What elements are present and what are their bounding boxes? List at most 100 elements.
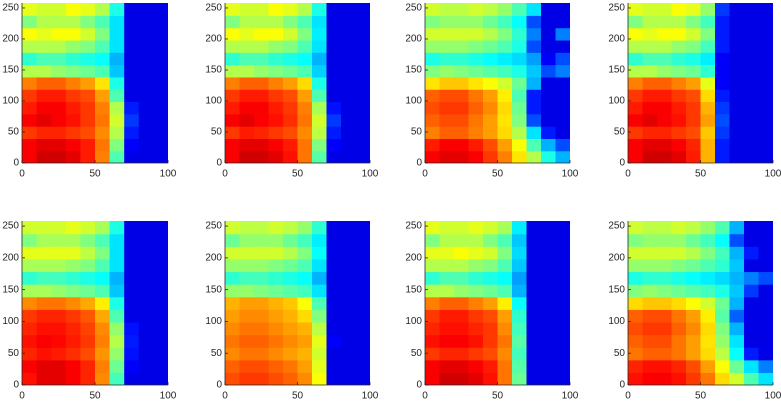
- heatmap-cell: [671, 258, 687, 273]
- y-tick-label: 100: [608, 96, 625, 107]
- heatmap-cell: [95, 246, 111, 260]
- heatmap-cell: [254, 372, 270, 385]
- heatmap-cell: [138, 296, 154, 310]
- heatmap-cell: [512, 126, 528, 139]
- heatmap-cell: [341, 372, 357, 385]
- heatmap-cell: [454, 221, 470, 235]
- heatmap-cell: [138, 334, 154, 348]
- heatmap-cell: [497, 372, 513, 385]
- heatmap-cell: [439, 27, 455, 41]
- heatmap-cell: [297, 372, 313, 385]
- heatmap-cell: [312, 89, 328, 103]
- heatmap-cell: [80, 221, 96, 235]
- heatmap-cell: [51, 221, 67, 235]
- heatmap-cell: [124, 233, 140, 247]
- heatmap-cell: [254, 89, 270, 103]
- heatmap-cell: [51, 113, 67, 127]
- x-tick-label: 100: [765, 391, 781, 401]
- heatmap-cell: [341, 258, 357, 273]
- heatmap-cell: [268, 126, 284, 139]
- heatmap-cell: [80, 52, 96, 66]
- heatmap-cell: [326, 89, 342, 103]
- heatmap-cell: [109, 64, 125, 78]
- heatmap-cell: [555, 3, 570, 16]
- heatmap-cell: [138, 246, 154, 260]
- heatmap-cell: [454, 284, 470, 298]
- heatmap-cell: [454, 27, 470, 41]
- heatmap-cell: [268, 52, 284, 66]
- heatmap-cell: [541, 101, 557, 115]
- heatmap-cell: [268, 39, 284, 53]
- heatmap-cell: [700, 334, 716, 348]
- heatmap-cell: [744, 309, 760, 323]
- heatmap-cell: [541, 271, 557, 285]
- heatmap-cell: [497, 113, 513, 127]
- heatmap-cell: [36, 76, 52, 90]
- heatmap-cell: [439, 246, 455, 260]
- heatmap-cell: [283, 101, 299, 115]
- heatmap-cell: [512, 64, 528, 78]
- heatmap-cell: [468, 284, 484, 298]
- heatmap-cell: [36, 284, 52, 298]
- heatmap-cell: [297, 76, 313, 90]
- heatmap-cell: [36, 258, 52, 273]
- y-tick-label: 0: [216, 380, 222, 391]
- heatmap-cell: [483, 113, 499, 127]
- heatmap-cell: [497, 347, 513, 361]
- heatmap-cell: [512, 296, 528, 310]
- heatmap-cell: [671, 347, 687, 361]
- heatmap-cell: [628, 309, 644, 323]
- heatmap-cell: [512, 359, 528, 373]
- heatmap-cell: [138, 309, 154, 323]
- heatmap-cell: [22, 27, 38, 41]
- heatmap-cell: [657, 309, 673, 323]
- heatmap-cell: [153, 334, 168, 348]
- heatmap-cell: [254, 258, 270, 273]
- x-tick-label: 50: [492, 391, 504, 401]
- heatmap-cell: [671, 126, 687, 139]
- heatmap-cell: [283, 359, 299, 373]
- heatmap-cell: [95, 372, 111, 385]
- heatmap-cell: [555, 321, 570, 336]
- heatmap-cell: [483, 359, 499, 373]
- heatmap-cell: [512, 39, 528, 53]
- x-tick-label: 0: [19, 391, 25, 401]
- heatmap-cell: [95, 296, 111, 310]
- heatmap-cell: [312, 246, 328, 260]
- heatmap-cell: [153, 3, 168, 16]
- heatmap-cell: [283, 296, 299, 310]
- heatmap-cell: [22, 3, 38, 16]
- heatmap-cell: [642, 15, 658, 29]
- heatmap-cell: [555, 296, 570, 310]
- heatmap-cell: [109, 271, 125, 285]
- heatmap-cell: [341, 101, 357, 115]
- heatmap-cell: [425, 334, 441, 348]
- heatmap-cell: [526, 101, 542, 115]
- heatmap-cell: [512, 372, 528, 385]
- heatmap-cell: [497, 101, 513, 115]
- heatmap-cell: [526, 15, 542, 29]
- heatmap-cell: [355, 296, 370, 310]
- y-tick-label: 50: [211, 127, 223, 138]
- heatmap-cell: [758, 334, 773, 348]
- heatmap-cell: [297, 101, 313, 115]
- heatmap-cell: [657, 233, 673, 247]
- heatmap-cell: [138, 284, 154, 298]
- heatmap-cell: [124, 101, 140, 115]
- heatmap-cell: [729, 3, 745, 16]
- heatmap-cell: [326, 39, 342, 53]
- y-tick-label: 100: [205, 96, 222, 107]
- heatmap-cell: [355, 372, 370, 385]
- heatmap-cell: [95, 221, 111, 235]
- heatmap-cell: [758, 39, 773, 53]
- heatmap-cell: [468, 126, 484, 139]
- heatmap-cell: [138, 52, 154, 66]
- heatmap-cell: [744, 89, 760, 103]
- y-tick-label: 250: [205, 221, 222, 232]
- x-tick-label: 0: [422, 391, 428, 401]
- heatmap-cell: [297, 52, 313, 66]
- heatmap-cell: [51, 321, 67, 336]
- heatmap-cell: [51, 101, 67, 115]
- heatmap-cell: [425, 258, 441, 273]
- heatmap-cell: [283, 76, 299, 90]
